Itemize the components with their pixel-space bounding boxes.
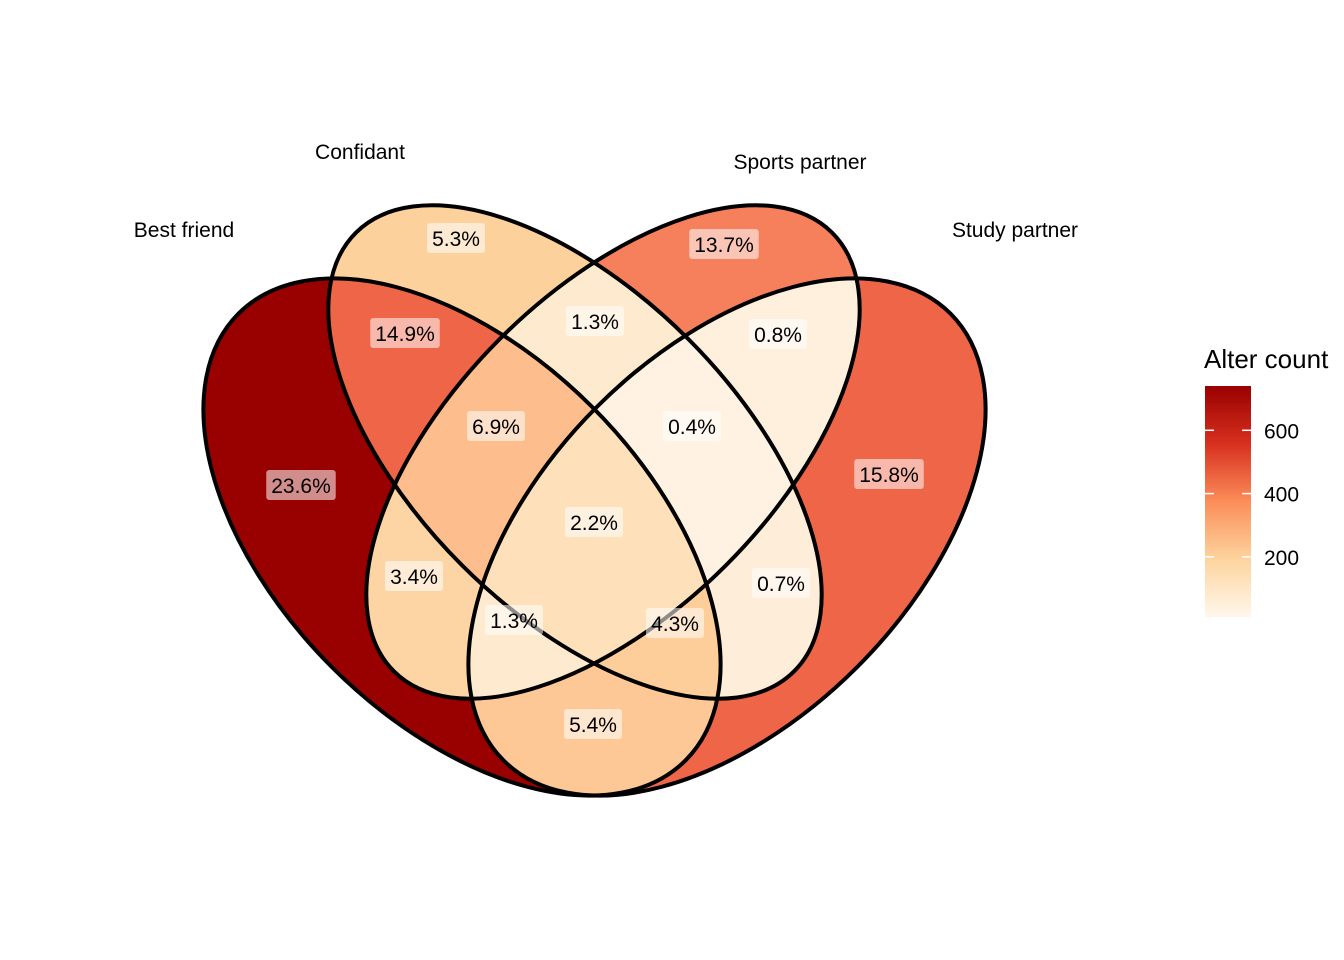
region-percentage: 1.3% [571,311,619,334]
region-label-best-friend-sports-partner-study-partner: 1.3% [485,605,543,635]
set-label-best-friend: Best friend [134,219,234,242]
region-percentage: 1.3% [490,610,538,633]
region-percentage: 0.4% [668,416,716,439]
region-label-best-friend-confidant-study-partner: 4.3% [646,608,704,638]
outline-study-partner [466,276,988,798]
region-label-best-friend: 23.6% [266,470,336,500]
set-label-study-partner: Study partner [952,219,1078,242]
legend-tick-200: 200 [1205,547,1299,570]
region-label-sports-partner: 13.7% [689,229,759,259]
legend-tick-label: 200 [1264,547,1299,570]
region-label-sports-partner-study-partner: 0.8% [749,319,807,349]
region-label-confidant-study-partner: 0.7% [752,568,810,598]
legend-tick-600: 600 [1205,420,1299,443]
legend-tick-label: 600 [1264,420,1299,443]
outline-sports-partner [364,203,862,701]
region-label-background [427,223,485,253]
region-label-background [485,605,543,635]
region-label-best-friend-confidant-sports-partner-study-partner: 2.2% [565,507,623,537]
set-label-sports-partner: Sports partner [733,151,866,174]
region-label-background [566,306,624,336]
region-percentage: 14.9% [375,323,435,346]
region-percentage-labels: 23.6% 5.3% 13.7% 15.8% 14.9% 1.3% 0.8% 6.9% 0.4%… [266,223,924,739]
region-label-study-partner: 15.8% [854,459,924,489]
region-label-background [663,411,721,441]
region-label-background [370,318,440,348]
region-label-background [385,561,443,591]
region-label-best-friend-confidant-sports-partner: 6.9% [467,411,525,441]
region-percentage: 2.2% [570,512,618,535]
region-label-background [266,470,336,500]
region-percentage: 15.8% [859,464,919,487]
region-label-background [565,507,623,537]
venn-outlines [201,203,988,798]
region-percentage: 0.7% [757,573,805,596]
region-percentage: 4.3% [651,613,699,636]
region-percentage: 5.4% [569,714,617,737]
legend-ticks: 600 400 200 [1205,420,1299,570]
region-label-background [854,459,924,489]
region-label-best-friend-sports-partner: 3.4% [385,561,443,591]
legend-tick-label: 400 [1264,484,1299,507]
region-percentage: 3.4% [390,566,438,589]
outline-best-friend [201,276,723,798]
region-percentage: 5.3% [432,228,480,251]
region-label-background [646,608,704,638]
region-label-background [749,319,807,349]
outline-confidant [326,203,824,701]
region-label-confidant: 5.3% [427,223,485,253]
region-label-best-friend-confidant: 14.9% [370,318,440,348]
region-label-background [564,709,622,739]
region-label-background [467,411,525,441]
set-label-confidant: Confidant [315,141,405,164]
region-label-background [752,568,810,598]
region-label-background [689,229,759,259]
region-percentage: 0.8% [754,324,802,347]
set-labels: Best friend Confidant Sports partner Stu… [134,141,1078,242]
region-label-confidant-sports-partner-study-partner: 0.4% [663,411,721,441]
legend-colorbar [1205,386,1251,617]
legend-title: Alter count [1204,344,1329,374]
region-percentage: 6.9% [472,416,520,439]
region-label-best-friend-study-partner: 5.4% [564,709,622,739]
legend-tick-400: 400 [1205,484,1299,507]
region-label-confidant-sports-partner: 1.3% [566,306,624,336]
legend: Alter count 600 400 200 [1204,344,1329,617]
region-percentage: 13.7% [694,234,754,257]
region-percentage: 23.6% [271,475,331,498]
